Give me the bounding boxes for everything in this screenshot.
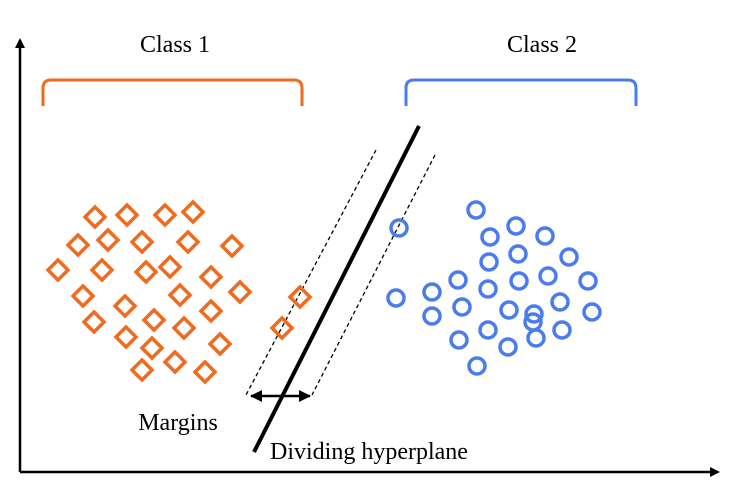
class2-circle-point [479,252,499,272]
class1-diamond-point [227,279,253,305]
class1-diamond-point [157,254,183,280]
class1-diamond-point [219,233,245,259]
class1-diamond-point [192,359,218,385]
class1-diamond-point [180,199,206,225]
class1-diamond-point [198,264,224,290]
class2-circle-point [467,356,487,376]
class1-diamond-point [81,309,107,335]
class1-diamond-point [162,349,188,375]
margins-label: Margins [138,410,218,436]
class2-circle-point [550,292,570,312]
class1-points [45,199,313,385]
class1-diamond-point [70,283,96,309]
class1-diamond-point [129,357,155,383]
hyperplane-label: Dividing hyperplane [270,439,468,465]
class1-diamond-point [198,298,224,324]
class1-diamond-point [139,335,165,361]
class1-diamond-point [207,331,233,357]
class2-bracket [404,78,638,106]
class1-diamond-point [45,257,71,283]
class1-diamond-point [141,307,167,333]
class1-diamond-point [89,257,115,283]
class2-points [386,200,602,376]
margin-line-right [311,154,436,396]
class2-circle-point [478,320,498,340]
class1-diamond-point [82,204,108,230]
class1-bracket [41,78,304,106]
class1-diamond-point [269,315,295,341]
margin-line-left [245,149,377,396]
class2-circle-point [526,328,546,348]
class2-circle-point [389,218,409,238]
class1-diamond-point [95,227,121,253]
class2-circle-point [506,216,526,236]
class2-circle-point [386,288,406,308]
class2-circle-point [524,304,544,324]
class2-circle-point [509,271,529,291]
class2-label: Class 2 [507,32,577,58]
class2-circle-point [466,200,486,220]
class2-circle-point [582,302,602,322]
class2-circle-point [448,270,468,290]
class2-circle-point [578,271,598,291]
class2-circle-point [552,320,572,340]
class1-diamond-point [171,315,197,341]
class2-circle-point [535,226,555,246]
class2-circle-point [478,279,498,299]
class1-diamond-point [175,229,201,255]
class2-circle-point [422,282,442,302]
class1-diamond-point [133,259,159,285]
class2-circle-point [498,337,518,357]
class1-diamond-point [167,282,193,308]
class1-diamond-point [114,202,140,228]
class2-circle-point [559,247,579,267]
class1-diamond-point [129,229,155,255]
class1-diamond-point [113,324,139,350]
class2-circle-point [449,330,469,350]
class1-diamond-point [65,232,91,258]
class1-diamond-point [287,284,313,310]
class2-circle-point [499,300,519,320]
class1-label: Class 1 [140,32,210,58]
class1-diamond-point [112,293,138,319]
class1-diamond-point [152,202,178,228]
class2-circle-point [452,297,472,317]
class2-circle-point [422,306,442,326]
class2-circle-point [480,227,500,247]
class2-circle-point [508,244,528,264]
class2-circle-point [538,266,558,286]
